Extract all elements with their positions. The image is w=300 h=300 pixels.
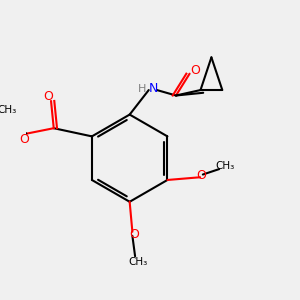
Text: O: O bbox=[19, 133, 29, 146]
Text: O: O bbox=[44, 90, 53, 104]
Text: N: N bbox=[149, 82, 158, 95]
Text: O: O bbox=[190, 64, 200, 77]
Text: CH₃: CH₃ bbox=[215, 161, 234, 171]
Text: CH₃: CH₃ bbox=[0, 105, 17, 115]
Text: O: O bbox=[196, 169, 206, 182]
Text: CH₃: CH₃ bbox=[128, 257, 148, 267]
Text: H: H bbox=[138, 84, 146, 94]
Text: O: O bbox=[129, 228, 139, 241]
